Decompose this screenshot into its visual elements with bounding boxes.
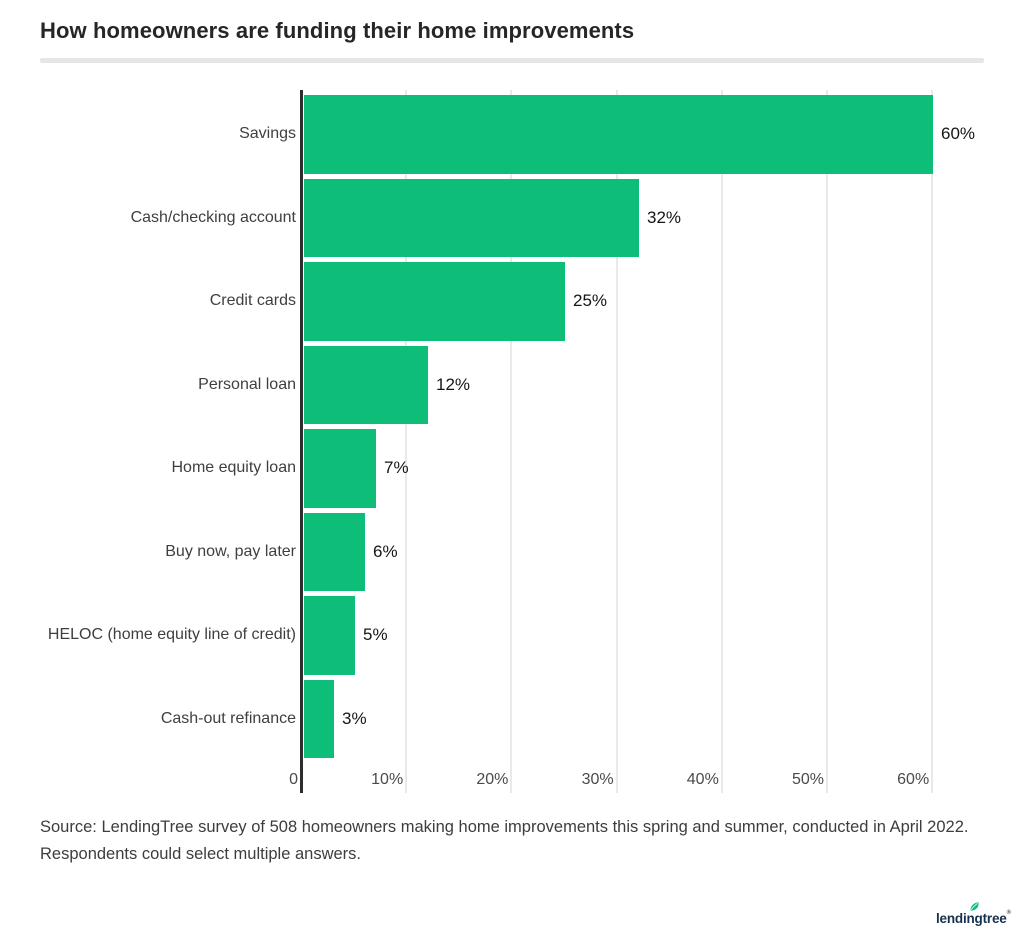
source-note-line-2: Respondents could select multiple answer… (40, 844, 362, 863)
category-label: Savings (239, 125, 296, 143)
bar (304, 429, 376, 508)
category-label: Home equity loan (171, 459, 296, 477)
title-separator (40, 58, 984, 63)
x-tick-label: 60% (897, 771, 930, 788)
x-tick-label: 40% (686, 771, 719, 788)
x-tick-label: 30% (581, 771, 614, 788)
category-label: HELOC (home equity line of credit) (47, 626, 296, 644)
registered-mark: ® (1006, 910, 1011, 916)
gridline (510, 90, 513, 793)
gridline (720, 90, 723, 793)
gridline (615, 90, 618, 793)
bar (304, 178, 639, 257)
category-label: Cash/checking account (130, 208, 296, 226)
gridline (826, 90, 828, 793)
source-note: Source: LendingTree survey of 508 homeow… (40, 814, 1000, 867)
bar (304, 95, 933, 174)
value-label: 7% (384, 458, 409, 478)
value-label: 3% (342, 708, 367, 728)
bar-chart: Savings 60% Cash/checking account 32% Credit… (47, 90, 976, 793)
x-tick-label: 20% (476, 771, 509, 788)
bar (304, 679, 334, 758)
value-label: 32% (647, 207, 682, 227)
lendingtree-logo: lendingtree® (936, 902, 1011, 927)
gridline (405, 90, 408, 793)
x-tick-label: 10% (371, 771, 404, 788)
x-tick-label: 0 (289, 771, 298, 788)
value-label: 12% (436, 374, 471, 394)
category-label: Cash-out refinance (160, 709, 296, 727)
category-label: Credit cards (209, 292, 296, 310)
source-note-line-1: Source: LendingTree survey of 508 homeow… (40, 818, 969, 836)
category-label: Buy now, pay later (165, 542, 296, 560)
bar (304, 596, 355, 675)
x-tick-label: 50% (791, 771, 824, 788)
y-axis-line (300, 90, 303, 793)
bar (304, 512, 365, 591)
value-label: 5% (363, 625, 388, 645)
category-label: Personal loan (198, 375, 296, 393)
page-title: How homeowners are funding their home im… (40, 18, 635, 43)
value-label: 6% (373, 541, 398, 561)
value-label: 25% (573, 291, 608, 311)
value-label: 60% (941, 124, 976, 144)
gridline (931, 90, 934, 793)
lendingtree-logo-text: lendingtree® (936, 902, 1011, 926)
leaf-icon (970, 902, 979, 911)
bar (304, 345, 428, 424)
bar (304, 262, 565, 341)
